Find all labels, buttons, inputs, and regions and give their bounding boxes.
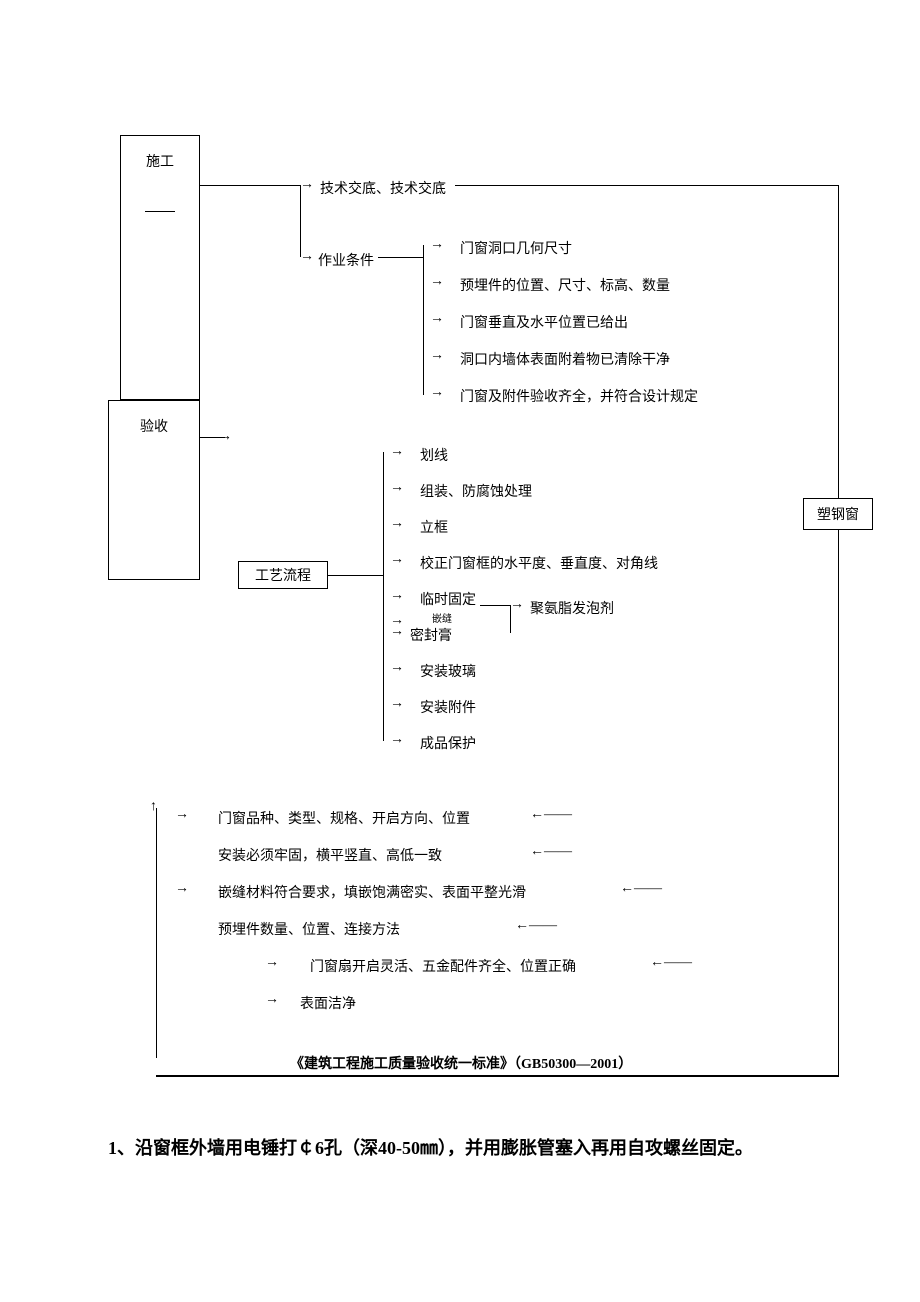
line-process-v	[383, 452, 384, 741]
proc-item-5: 嵌缝	[432, 610, 452, 625]
line-cond-h	[378, 257, 423, 258]
line-foam-h	[480, 605, 510, 606]
line-process-h	[328, 575, 383, 576]
arrow-cond-0: →	[430, 238, 444, 252]
arrow-proc-1: →	[390, 481, 404, 495]
proc-item-1: 组装、防腐蚀处理	[420, 481, 532, 501]
arrow-lower-r-5: →	[265, 993, 279, 1007]
arrow-proc-4: →	[390, 589, 404, 603]
arrow-lower-r-2: →	[175, 882, 189, 896]
arrow-proc-6: →	[390, 625, 404, 639]
cond-item-2: 门窗垂直及水平位置已给出	[460, 312, 628, 332]
arrow-cond-1: →	[430, 275, 444, 289]
arrow-lower-l-3: ←——	[515, 919, 557, 933]
arrow-lower-r-0: →	[175, 808, 189, 822]
line-cond-v	[423, 245, 424, 395]
plastic-window-box: 塑钢窗	[803, 498, 873, 530]
construction-label: 施工	[146, 151, 174, 171]
arrow-cond-3: →	[430, 349, 444, 363]
line-construction-right	[200, 185, 300, 186]
line-lower-left-v	[156, 808, 157, 1058]
proc-item-2: 立框	[420, 517, 448, 537]
arrow-proc-7: →	[390, 661, 404, 675]
cond-item-0: 门窗洞口几何尺寸	[460, 238, 572, 258]
arrow-cond-2: →	[430, 312, 444, 326]
line-bottom	[156, 1075, 839, 1077]
arrow-foam: →	[510, 598, 524, 612]
process-box: 工艺流程	[238, 561, 328, 589]
arrow-proc-2: →	[390, 517, 404, 531]
line-construction-v	[300, 185, 301, 257]
proc-item-0: 划线	[420, 445, 448, 465]
arrow-proc-9: →	[390, 733, 404, 747]
cond-item-1: 预埋件的位置、尺寸、标高、数量	[460, 275, 670, 295]
arrow-proc-0: →	[390, 445, 404, 459]
proc-item-8: 安装附件	[420, 697, 476, 717]
arrow-proc-3: →	[390, 553, 404, 567]
proc-item-7: 安装玻璃	[420, 661, 476, 681]
line-top-connector	[455, 185, 838, 186]
arrow-lower-l-2: ←——	[620, 882, 662, 896]
plastic-window-label: 塑钢窗	[817, 504, 859, 524]
process-label: 工艺流程	[255, 565, 311, 585]
arrow-proc-8: →	[390, 697, 404, 711]
line-right-v1	[838, 185, 839, 498]
reference-text: 《建筑工程施工质量验收统一标准》（GB50300—2001）	[290, 1053, 632, 1073]
arrow-up-lower: ↑	[150, 800, 157, 814]
lower-item-1: 安装必须牢固，横平竖直、高低一致	[218, 845, 442, 865]
arrow-accept: →	[218, 430, 232, 444]
arrow-tech: →	[300, 178, 314, 192]
lower-item-0: 门窗品种、类型、规格、开启方向、位置	[218, 808, 470, 828]
foam-label: 聚氨脂发泡剂	[530, 598, 614, 618]
proc-item-3: 校正门窗框的水平度、垂直度、对角线	[420, 553, 658, 573]
arrow-lower-l-0: ←——	[530, 808, 572, 822]
acceptance-label: 验收	[140, 416, 168, 436]
lower-item-4: 门窗扇开启灵活、五金配件齐全、位置正确	[310, 956, 576, 976]
tech-label: 技术交底、技术交底	[320, 178, 446, 198]
proc-item-4: 临时固定	[420, 589, 476, 609]
arrow-cond-4: →	[430, 386, 444, 400]
proc-item-9: 成品保护	[420, 733, 476, 753]
line-right-v2	[838, 530, 839, 1075]
conditions-label: 作业条件	[318, 250, 374, 270]
lower-item-3: 预埋件数量、位置、连接方法	[218, 919, 400, 939]
arrow-lower-l-4: ←——	[650, 956, 692, 970]
lower-item-2: 嵌缝材料符合要求，填嵌饱满密实、表面平整光滑	[218, 882, 526, 902]
construction-box: 施工	[120, 135, 200, 400]
arrow-lower-l-1: ←——	[530, 845, 572, 859]
acceptance-box: 验收	[108, 400, 200, 580]
footer-text: 1、沿窗框外墙用电锤打￠6孔（深40-50㎜），并用膨胀管塞入再用自攻螺丝固定。	[108, 1130, 808, 1166]
arrow-lower-r-4: →	[265, 956, 279, 970]
lower-item-5: 表面洁净	[300, 993, 356, 1013]
proc-item-6: 密封膏	[410, 625, 452, 645]
arrow-conditions: →	[300, 250, 314, 264]
dash-line	[145, 211, 175, 212]
cond-item-3: 洞口内墙体表面附着物已清除干净	[460, 349, 670, 369]
cond-item-4: 门窗及附件验收齐全，并符合设计规定	[460, 386, 698, 406]
